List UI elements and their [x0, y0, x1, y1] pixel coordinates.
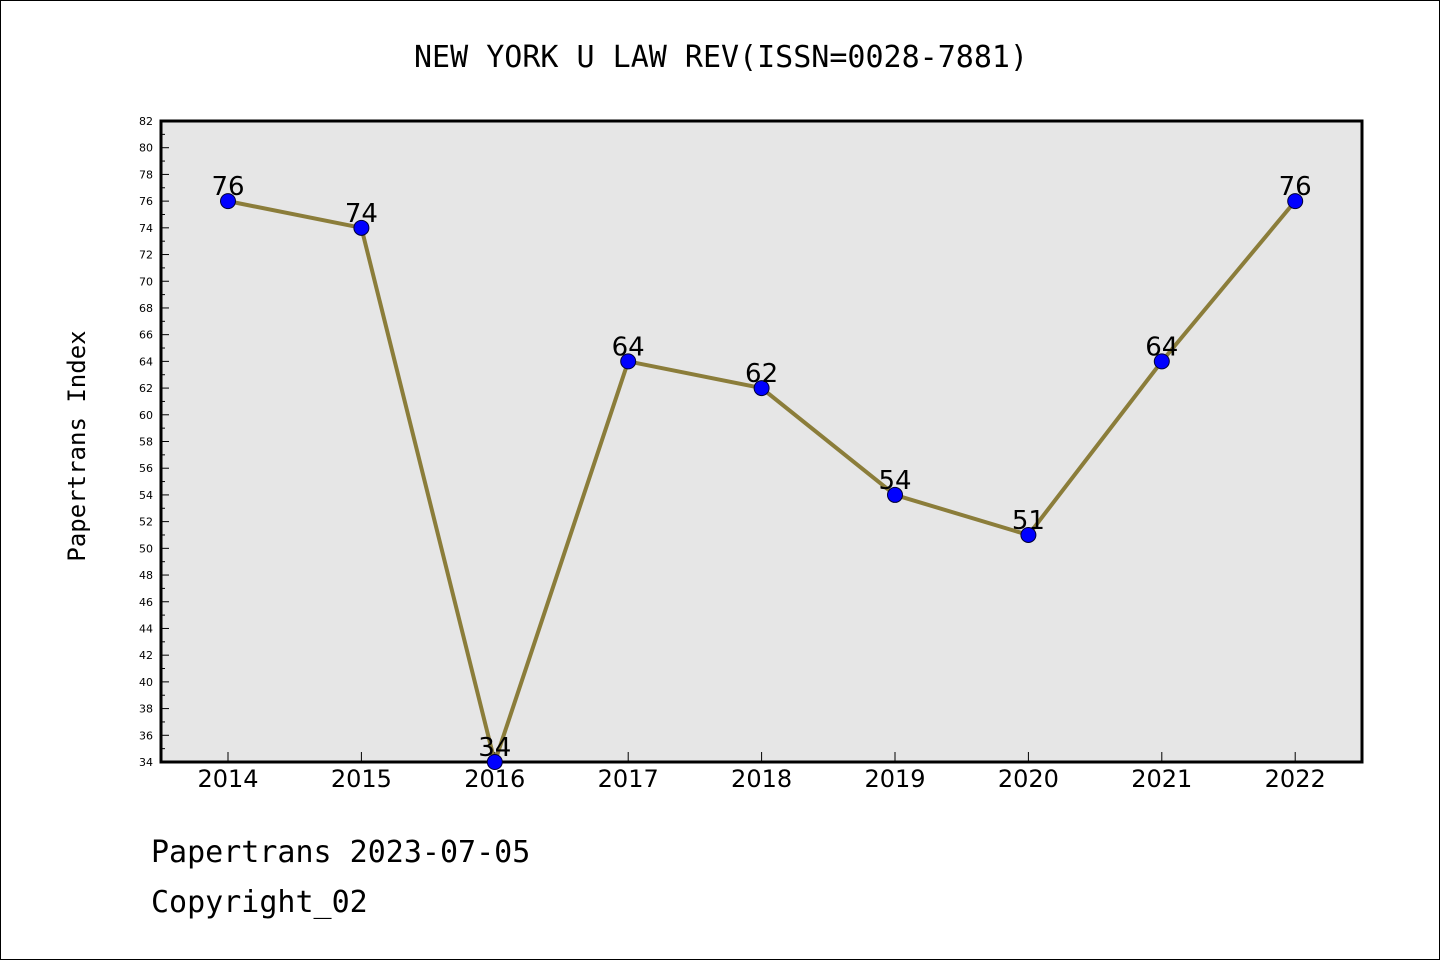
chart-title: NEW YORK U LAW REV(ISSN=0028-7881): [414, 40, 1028, 75]
data-point-marker: [486, 754, 503, 770]
y-tick-label: 62: [139, 382, 153, 395]
data-value-label: 76: [1279, 172, 1312, 202]
y-tick-label: 38: [139, 703, 153, 716]
y-tick-label: 74: [139, 222, 153, 235]
x-tick-label: 2015: [331, 765, 392, 793]
x-axis: 2014 2015 2016 2017 2018 2019 2020 2021 2022: [197, 752, 1326, 793]
y-tick-label: 42: [139, 649, 153, 662]
data-value-label: 76: [211, 172, 244, 202]
y-tick-label: 58: [139, 436, 153, 449]
y-tick-label: 60: [139, 409, 153, 422]
data-value-label: 51: [1012, 506, 1045, 536]
data-value-label: 74: [345, 199, 378, 229]
y-tick-label: 66: [139, 329, 153, 342]
data-point-marker: [1020, 526, 1037, 543]
y-tick-label: 76: [139, 195, 153, 208]
x-tick-label: 2014: [197, 765, 258, 793]
y-tick-label: 36: [139, 729, 153, 742]
data-point-marker: [753, 380, 770, 397]
y-tick-label: 80: [139, 142, 153, 155]
y-tick-label: 78: [139, 168, 153, 181]
y-tick-label: 72: [139, 249, 153, 262]
x-tick-label: 2019: [864, 765, 925, 793]
y-tick-label: 34: [139, 756, 153, 769]
data-value-label: 64: [1145, 332, 1178, 362]
x-tick-label: 2020: [998, 765, 1059, 793]
y-axis-label: Papertrans Index: [63, 330, 91, 561]
data-point-marker: [1287, 193, 1304, 210]
series-group: 76 74 34 64 62 54 51 64 76: [211, 172, 1312, 770]
data-value-label: 34: [478, 733, 511, 763]
data-point-marker: [887, 486, 903, 503]
y-axis: 34 36 38 40 42 44 46 48 50 52 54 56 58 60 62 64 66 68 70 72…: [139, 115, 169, 769]
y-tick-label: 64: [139, 355, 153, 368]
data-point-marker: [220, 193, 236, 210]
y-tick-label: 48: [139, 569, 153, 582]
x-tick-label: 2017: [598, 765, 659, 793]
data-value-label: 64: [612, 332, 645, 362]
footer-copyright-text: Copyright_02: [151, 885, 368, 920]
y-tick-label: 68: [139, 302, 153, 315]
x-tick-label: 2022: [1265, 765, 1326, 793]
y-tick-label: 40: [139, 676, 153, 689]
footer-date-text: Papertrans 2023-07-05: [151, 835, 531, 870]
x-tick-label: 2018: [731, 765, 792, 793]
y-tick-label: 52: [139, 516, 153, 529]
plot-area: [159, 119, 1364, 764]
y-tick-label: 50: [139, 542, 153, 555]
y-tick-label: 70: [139, 275, 153, 288]
x-tick-label: 2021: [1131, 765, 1192, 793]
data-point-marker: [353, 219, 370, 236]
y-tick-label: 82: [139, 115, 153, 128]
data-value-label: 54: [878, 466, 911, 496]
y-tick-label: 44: [139, 622, 153, 635]
data-point-marker: [1153, 353, 1170, 370]
data-point-marker: [620, 353, 637, 370]
data-value-label: 62: [745, 359, 778, 389]
y-tick-label: 46: [139, 596, 153, 609]
y-tick-label: 54: [139, 489, 153, 502]
y-tick-label: 56: [139, 462, 153, 475]
